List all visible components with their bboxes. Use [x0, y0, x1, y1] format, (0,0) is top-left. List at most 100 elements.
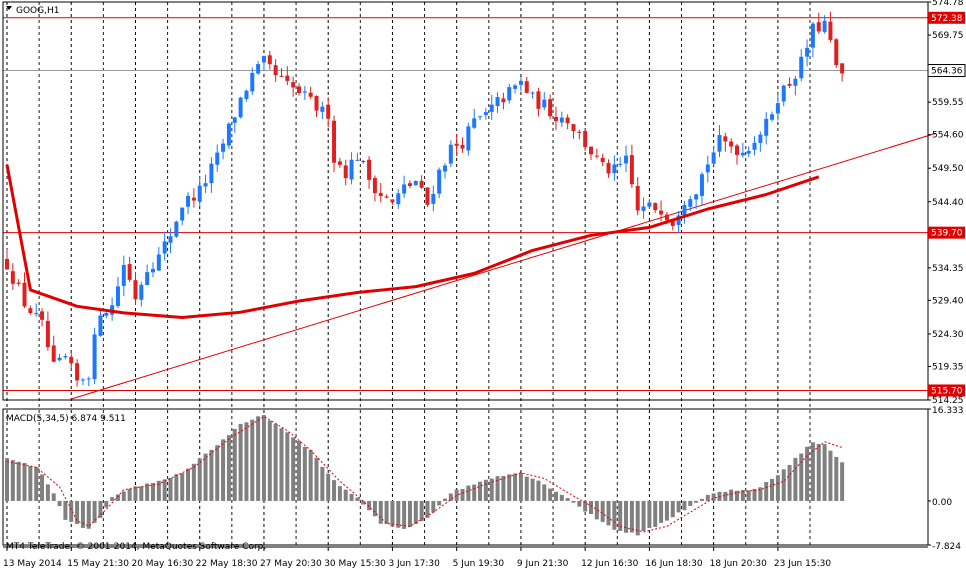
candle-body — [629, 155, 634, 185]
macd-bar — [653, 500, 658, 527]
candle-body — [285, 75, 290, 81]
macd-bar — [840, 462, 845, 501]
candle-body — [676, 215, 681, 225]
candle-body — [635, 185, 640, 211]
candle-body — [571, 124, 576, 131]
macd-bar — [226, 435, 231, 501]
candle-body — [343, 165, 348, 179]
macd-bar — [571, 500, 576, 503]
dropdown-triangle-icon[interactable] — [6, 6, 12, 10]
candle-body — [735, 145, 739, 155]
macd-bar — [250, 419, 255, 501]
macd-bar — [343, 489, 348, 501]
candle-body — [139, 284, 144, 300]
candle-body — [273, 65, 278, 76]
macd-bar — [402, 500, 407, 529]
candle-body — [34, 313, 39, 315]
candle-body — [384, 196, 389, 198]
macd-bar — [115, 494, 120, 501]
candle-body — [197, 185, 202, 202]
trendline — [71, 132, 936, 400]
candle-body — [145, 272, 150, 285]
candle-body — [495, 97, 500, 107]
macd-tick-label: 16.333 — [932, 406, 964, 416]
macd-bar — [775, 475, 780, 501]
candle-body — [232, 117, 237, 123]
macd-bar — [57, 500, 62, 507]
moving-average-line — [5, 164, 820, 319]
candle-body — [746, 151, 751, 154]
macd-bar — [221, 439, 226, 501]
macd-bar — [577, 500, 582, 507]
macd-bar — [694, 500, 699, 503]
macd-bar — [746, 490, 751, 501]
macd-bar — [51, 493, 56, 501]
candle-body — [717, 135, 722, 152]
macd-bar — [583, 500, 588, 512]
candle-body — [501, 98, 506, 103]
candle-body — [594, 155, 599, 157]
candle-body — [209, 163, 214, 184]
macd-bar — [805, 446, 810, 501]
candle-body — [612, 164, 617, 174]
price-tick-label: 559.55 — [932, 98, 964, 108]
candle-body — [583, 130, 588, 148]
macd-bar — [419, 500, 424, 522]
macd-bar — [162, 479, 167, 501]
candle-body — [372, 178, 377, 194]
price-level-tag-label: 539.70 — [931, 229, 963, 239]
macd-tick-label: 0.00 — [932, 498, 952, 508]
candle-body — [378, 192, 383, 197]
macd-bar — [238, 423, 243, 501]
macd-bar — [810, 442, 815, 501]
price-level-tag-label: 572.38 — [931, 14, 963, 24]
price-tick-label: 549.50 — [932, 164, 964, 174]
macd-bar — [787, 465, 792, 501]
macd-bar — [735, 490, 739, 501]
price-level-tag — [928, 226, 965, 239]
candle-body — [162, 241, 167, 254]
macd-bar — [594, 500, 599, 520]
candle-body — [127, 264, 132, 280]
macd-bar — [390, 500, 395, 527]
candle-body — [63, 356, 68, 358]
macd-bar — [40, 474, 45, 501]
candle-body — [624, 155, 629, 164]
macd-bar — [781, 469, 786, 501]
macd-bar — [110, 497, 115, 501]
candle-body — [51, 345, 56, 362]
price-tick-label: 524.30 — [932, 330, 964, 340]
macd-bar — [209, 449, 214, 501]
macd-tick-label: -7.824 — [932, 542, 961, 552]
macd-bar — [612, 500, 617, 530]
candle-body — [57, 357, 62, 361]
macd-bar — [553, 491, 558, 501]
candle-body — [448, 144, 453, 164]
candle-body — [840, 63, 845, 74]
macd-bar — [174, 474, 179, 501]
price-level-tag — [928, 11, 965, 24]
time-tick-label: 20 May 16:30 — [131, 559, 193, 569]
time-tick-label: 27 May 20:30 — [260, 559, 322, 569]
candle-body — [618, 163, 623, 165]
macd-bar — [133, 486, 138, 501]
candle-body — [810, 23, 815, 48]
macd-bar — [647, 500, 652, 529]
candle-body — [297, 86, 301, 94]
macd-bar — [191, 463, 196, 501]
candle-body — [705, 164, 710, 173]
candle-body — [226, 123, 231, 146]
candle-body — [699, 174, 704, 196]
price-axis: 574.78 569.75 559.55 554.60 549.50 544.40 534.… — [927, 0, 966, 552]
candle-body — [367, 159, 372, 180]
time-tick-label: 12 Jun 16:30 — [581, 559, 638, 569]
macd-bar — [63, 500, 68, 520]
candle-body — [483, 112, 488, 116]
macd-bar — [361, 500, 366, 505]
candle-body — [600, 157, 605, 163]
macd-bar — [770, 478, 775, 501]
macd-bar — [232, 428, 237, 501]
candle-body — [513, 85, 518, 89]
candle-body — [390, 199, 395, 203]
